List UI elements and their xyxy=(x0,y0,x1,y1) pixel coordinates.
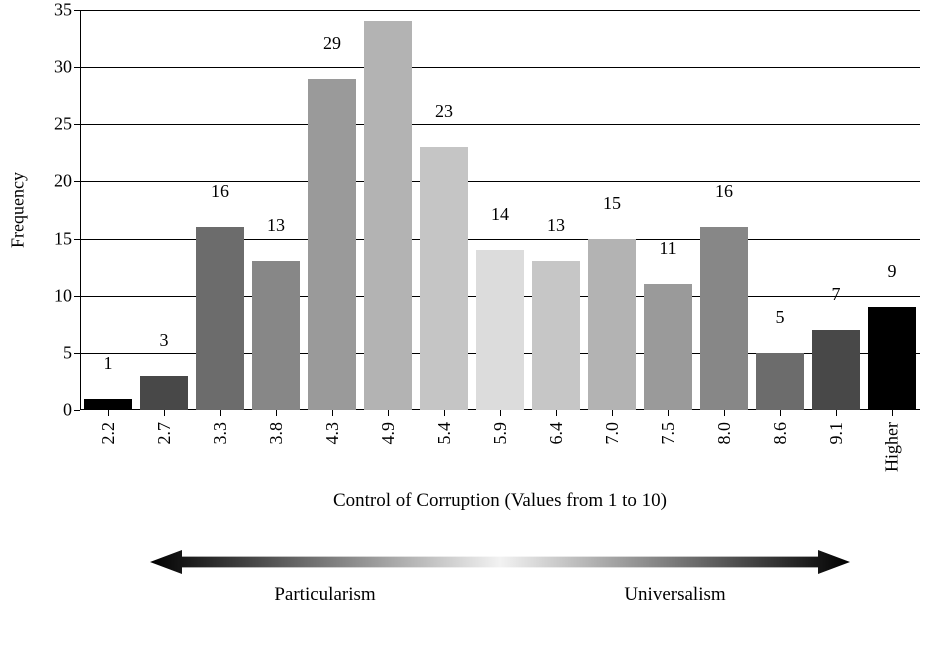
bar-value-label: 9 xyxy=(864,261,920,284)
bar xyxy=(756,353,804,410)
x-tick-mark xyxy=(108,410,109,416)
y-tick-label: 5 xyxy=(63,342,80,363)
x-tick-mark xyxy=(164,410,165,416)
x-tick-label: 8.6 xyxy=(770,422,791,445)
bar-value-label: 16 xyxy=(696,181,752,204)
bar-value-label: 29 xyxy=(304,33,360,56)
y-tick-label: 30 xyxy=(54,57,80,78)
x-tick-label: 7.0 xyxy=(602,422,623,445)
bar xyxy=(364,21,412,410)
arrow-svg xyxy=(150,550,850,574)
arrow-right-label: Universalism xyxy=(624,584,725,606)
bar xyxy=(308,79,356,410)
bar-value-label: 23 xyxy=(416,101,472,124)
bar xyxy=(644,284,692,410)
x-tick-label: 9.1 xyxy=(826,422,847,445)
bar-value-label: 7 xyxy=(808,284,864,307)
bar xyxy=(868,307,916,410)
bar xyxy=(588,239,636,410)
grid-line xyxy=(80,124,920,125)
bar xyxy=(196,227,244,410)
x-tick-label: 8.0 xyxy=(714,422,735,445)
x-tick-mark xyxy=(500,410,501,416)
y-tick-label: 15 xyxy=(54,228,80,249)
x-tick-mark xyxy=(780,410,781,416)
bar-value-label: 5 xyxy=(752,307,808,330)
x-tick-mark xyxy=(332,410,333,416)
x-tick-label: 5.4 xyxy=(434,422,455,445)
x-tick-mark xyxy=(612,410,613,416)
figure-container: { "canvas": { "width": 950, "height": 64… xyxy=(0,0,950,648)
y-tick-label: 25 xyxy=(54,114,80,135)
grid-line xyxy=(80,10,920,11)
x-tick-label: 6.4 xyxy=(546,422,567,445)
chart-plot-area: 0510152025303512.232.7163.3133.8294.3344… xyxy=(80,10,920,410)
arrow-left-label: Particularism xyxy=(274,584,375,606)
x-tick-mark xyxy=(668,410,669,416)
bar xyxy=(532,261,580,410)
bar-value-label: 16 xyxy=(192,181,248,204)
bar-value-label: 13 xyxy=(248,215,304,238)
y-axis-title: Frequency xyxy=(8,172,29,248)
x-tick-mark xyxy=(836,410,837,416)
x-tick-mark xyxy=(388,410,389,416)
x-axis-title: Control of Corruption (Values from 1 to … xyxy=(80,490,920,512)
bar-value-label: 14 xyxy=(472,204,528,227)
y-tick-label: 20 xyxy=(54,171,80,192)
x-tick-label: 2.2 xyxy=(98,422,119,445)
x-tick-mark xyxy=(444,410,445,416)
y-tick-label: 35 xyxy=(54,0,80,21)
gradient-arrow: Particularism Universalism xyxy=(150,550,850,574)
bar-value-label: 11 xyxy=(640,238,696,261)
x-tick-label: Higher xyxy=(882,422,903,472)
bar xyxy=(812,330,860,410)
arrow-polygon xyxy=(150,550,850,574)
bar xyxy=(84,399,132,410)
x-tick-label: 5.9 xyxy=(490,422,511,445)
bar-value-label: 13 xyxy=(528,215,584,238)
bar-value-label: 1 xyxy=(80,353,136,376)
grid-line xyxy=(80,67,920,68)
bar xyxy=(700,227,748,410)
y-axis-line xyxy=(80,10,81,410)
x-tick-label: 3.8 xyxy=(266,422,287,445)
x-tick-mark xyxy=(276,410,277,416)
x-tick-mark xyxy=(220,410,221,416)
bar xyxy=(476,250,524,410)
bar-value-label: 15 xyxy=(584,193,640,216)
bar xyxy=(420,147,468,410)
bar-value-label: 3 xyxy=(136,330,192,353)
x-tick-label: 7.5 xyxy=(658,422,679,445)
x-tick-label: 4.9 xyxy=(378,422,399,445)
x-tick-label: 3.3 xyxy=(210,422,231,445)
y-tick-label: 0 xyxy=(63,400,80,421)
bar xyxy=(252,261,300,410)
x-tick-mark xyxy=(556,410,557,416)
y-tick-label: 10 xyxy=(54,285,80,306)
x-tick-label: 2.7 xyxy=(154,422,175,445)
x-tick-mark xyxy=(724,410,725,416)
x-tick-mark xyxy=(892,410,893,416)
bar xyxy=(140,376,188,410)
x-tick-label: 4.3 xyxy=(322,422,343,445)
